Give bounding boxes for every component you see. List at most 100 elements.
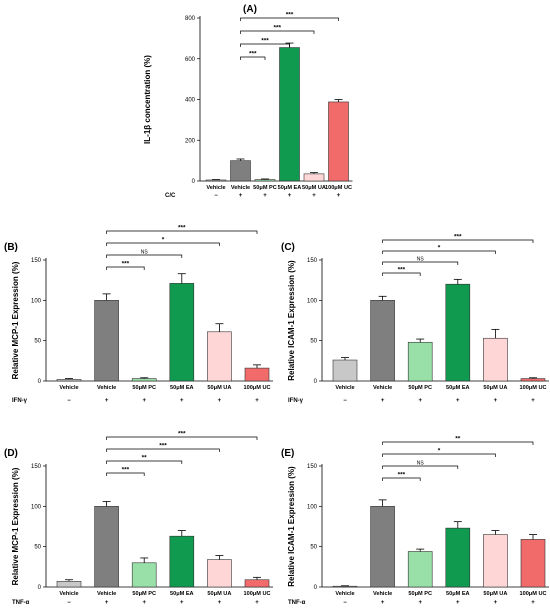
y-tick-label: 50 [310,545,317,551]
significance-label: * [438,448,441,455]
panel-label: (A) [243,4,257,15]
y-tick-label: 50 [34,545,41,551]
y-tick-label: 100 [307,504,318,510]
significance-bracket [382,250,496,254]
bar [205,179,227,182]
bar [56,581,82,588]
significance-bracket [106,460,183,464]
treatment-sign: + [494,398,498,404]
bar [407,341,433,382]
significance-bracket [382,272,421,276]
significance-label: NS [417,461,425,467]
bar [332,359,358,382]
y-tick-label: 0 [38,585,42,591]
significance-label: *** [159,443,167,450]
significance-label: ** [455,436,461,443]
significance-label: *** [261,38,269,45]
bar [254,179,276,182]
significance-bracket [382,465,459,469]
y-tick-label: 150 [307,464,318,470]
category-label: Vehicle [335,385,354,391]
treatment-label: TNF-α [288,600,306,606]
category-label: 100μM UC [243,591,270,597]
category-label: 100μM UC [243,385,270,391]
treatment-sign: + [180,398,184,404]
treatment-sign: − [343,600,347,606]
category-label: 50μM EA [446,591,470,597]
y-axis-label: Relative MCP-1 Expression (%) [11,261,20,379]
y-tick-label: 800 [185,16,196,22]
treatment-sign: + [337,193,341,199]
category-label: 50μM PC [408,385,432,391]
significance-bracket [382,477,421,481]
significance-bracket [106,266,145,270]
category-label: Vehicle [59,385,78,391]
category-label: 100μM UC [519,385,546,391]
significance-bracket [382,441,534,445]
panel-label: (B) [4,242,18,253]
bar [445,527,471,588]
treatment-sign: + [239,193,243,199]
category-label: 50μM PC [132,385,156,391]
treatment-sign: + [255,398,259,404]
bar [169,283,195,382]
significance-bracket [382,261,459,265]
bar [207,331,232,382]
treatment-sign: − [67,600,71,606]
treatment-label: IFN-γ [12,398,28,404]
category-label: Vehicle [97,591,116,597]
significance-label: NS [141,250,149,256]
panel-e: (E) 0 50 100 150 Relative ICAM-1 Expression (… [281,436,549,606]
bar [94,506,119,588]
significance-bracket [240,17,339,21]
bar [207,559,232,588]
bar [131,378,157,382]
category-label: 50μM UA [207,385,231,391]
y-tick-label: 400 [185,98,196,104]
panel-label: (C) [281,242,295,253]
category-label: Vehicle [373,385,392,391]
category-label: 100μM UC [519,591,546,597]
category-label: 50μM PC [253,185,277,191]
treatment-sign: + [105,600,109,606]
treatment-label: C/C [165,193,176,199]
significance-label: ** [142,455,148,462]
bar [244,367,270,382]
bar [445,283,471,382]
significance-label: *** [398,472,406,479]
bar [131,562,157,588]
treatment-sign: + [255,600,259,606]
significance-bracket [382,453,496,457]
category-label: Vehicle [231,185,250,191]
bar [230,160,251,182]
significance-bracket [106,472,145,476]
bar [407,551,433,588]
treatment-sign: − [343,398,347,404]
significance-bracket [106,242,220,246]
y-tick-label: 0 [192,179,196,185]
treatment-sign: − [67,398,71,404]
treatment-sign: + [494,600,498,606]
y-axis-label: Relative ICAM-1 Expression (%) [287,260,296,381]
panel-c: (C) 0 50 100 150 Relative ICAM-1 Expression (… [281,234,549,404]
bar [370,506,395,588]
y-tick-label: 150 [31,464,42,470]
treatment-sign: − [214,193,218,199]
treatment-sign: + [381,600,385,606]
category-label: 50μM EA [170,591,194,597]
y-tick-label: 600 [185,57,196,63]
bar [279,47,300,182]
significance-bracket [106,230,258,234]
y-tick-label: 50 [34,339,41,345]
category-label: Vehicle [335,591,354,597]
bar [94,300,119,382]
y-tick-label: 100 [307,298,318,304]
significance-label: *** [454,234,462,241]
y-axis-label: IL-1β concentration (%) [143,55,152,144]
bar [520,539,546,588]
bar [328,101,349,182]
category-label: 50μM UA [483,591,507,597]
bar [370,300,395,382]
treatment-sign: + [456,600,460,606]
